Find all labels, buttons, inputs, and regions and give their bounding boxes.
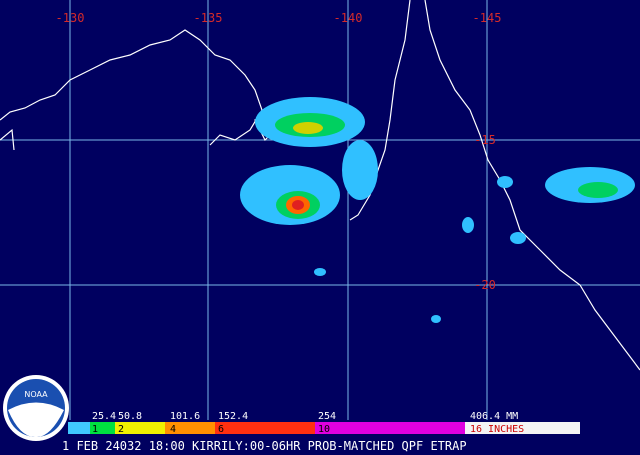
legend-mm-label: 50.8 (118, 411, 142, 422)
legend-inch-label: 10 (318, 424, 330, 435)
coastline (424, 0, 640, 371)
longitude-label: -140 (334, 11, 363, 25)
rain-area (431, 315, 441, 323)
legend-mm-label: 254 (318, 411, 336, 422)
legend-swatch (90, 422, 115, 434)
logo-text: NOAA (24, 390, 48, 399)
legend-inch-label: 2 (118, 424, 124, 435)
longitude-label: -135 (194, 11, 223, 25)
legend-swatch (465, 422, 580, 434)
rain-area (314, 268, 326, 276)
coastline (0, 128, 15, 151)
rain-area (578, 182, 618, 198)
legend-swatch (115, 422, 165, 434)
legend-swatch (315, 422, 465, 434)
legend-inch-label: 4 (170, 424, 176, 435)
legend-mm-label: 25.4 (92, 411, 116, 422)
legend-mm-label: 406.4 MM (470, 411, 518, 422)
caption: 1 FEB 24032 18:00 KIRRILY:00-06HR PROB-M… (62, 439, 467, 453)
precipitation (240, 97, 635, 323)
legend-inch-label: 6 (218, 424, 224, 435)
rain-area (292, 200, 304, 210)
legend-mm-label: 152.4 (218, 411, 248, 422)
legend-mm-label: 101.6 (170, 411, 200, 422)
longitude-label: -130 (56, 11, 85, 25)
color-legend: 25.4 50.8 101.6 152.4 254 406.4 MM 1 2 4… (68, 411, 580, 435)
longitude-label: -145 (473, 11, 502, 25)
rain-area (462, 217, 474, 233)
rain-area (342, 140, 378, 200)
noaa-logo: NOAA (3, 375, 69, 441)
legend-inch-label: 1 (92, 424, 98, 435)
rain-area (510, 232, 526, 244)
logo-wave (8, 402, 64, 438)
coastline (349, 0, 411, 221)
legend-swatch (165, 422, 215, 434)
rain-area (293, 122, 323, 134)
legend-inch-label: 16 INCHES (470, 424, 524, 435)
legend-swatch (68, 422, 90, 434)
legend-swatch (215, 422, 315, 434)
latitude-label: -20 (474, 278, 496, 292)
rain-area (497, 176, 513, 188)
latitude-label: -15 (474, 133, 496, 147)
